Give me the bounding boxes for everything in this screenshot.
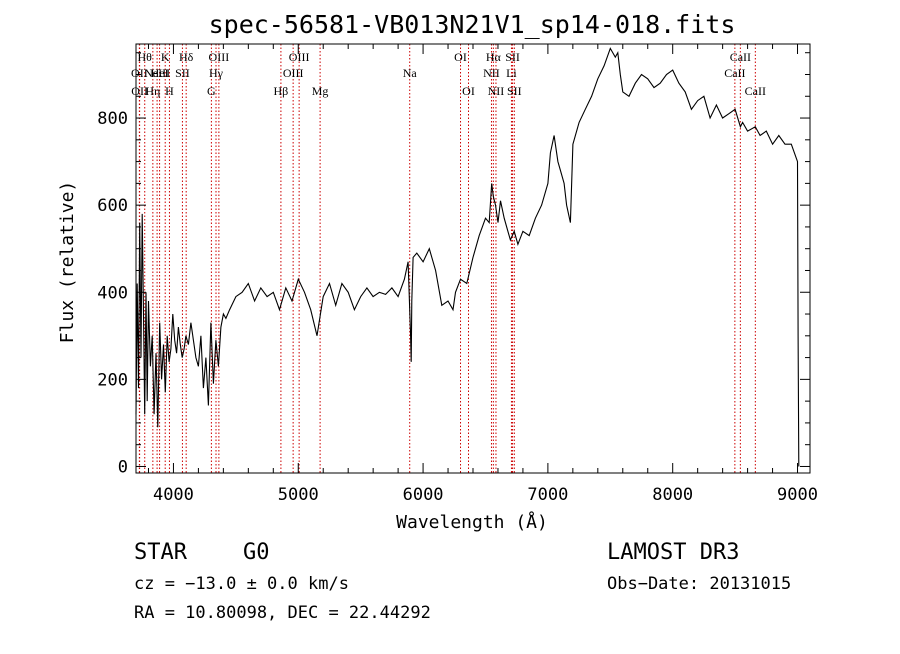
line-marker-label-0: OII — [131, 66, 148, 80]
spectrum-series-line — [135, 47, 800, 467]
observation-date: Obs−Date: 20131015 — [607, 574, 792, 594]
line-marker-label-21: Hα — [486, 50, 502, 64]
line-marker-label-20: NII — [483, 66, 500, 80]
line-marker-label-18: OI — [454, 50, 467, 64]
y-axis-label: Flux (relative) — [57, 181, 78, 344]
line-markers — [138, 44, 756, 473]
line-marker-label-27: CaII — [730, 50, 751, 64]
redshift-cz: cz = −13.0 ± 0.0 km/s — [134, 574, 349, 594]
line-marker-label-10: G — [207, 84, 216, 98]
line-marker-label-22: NII — [488, 84, 505, 98]
x-tick-label-4000: 4000 — [153, 485, 194, 505]
x-tick-label-6000: 6000 — [403, 485, 444, 505]
coordinates: RA = 10.80098, DEC = 22.44292 — [134, 603, 431, 623]
line-marker-label-15: OIII — [289, 50, 310, 64]
x-axis-label: Wavelength (Å) — [396, 511, 548, 533]
x-tick-label-9000: 9000 — [777, 485, 818, 505]
x-axis-ticks: 4000 5000 6000 7000 8000 9000 — [147, 44, 818, 505]
x-tick-label-8000: 8000 — [652, 485, 693, 505]
line-marker-label-25: SII — [507, 84, 522, 98]
y-axis-ticks: 0 200 400 600 800 — [97, 52, 810, 477]
line-marker-label-24: SII — [505, 50, 520, 64]
line-marker-label-6: K — [161, 50, 170, 64]
line-marker-label-13: Hβ — [274, 84, 289, 98]
line-marker-label-7: H — [165, 84, 174, 98]
y-tick-label-0: 0 — [118, 457, 128, 477]
line-marker-label-26: CaII — [724, 66, 745, 80]
line-marker-label-17: Na — [403, 66, 418, 80]
y-tick-label-400: 400 — [97, 283, 128, 303]
y-tick-label-200: 200 — [97, 370, 128, 390]
x-tick-label-7000: 7000 — [527, 485, 568, 505]
x-tick-label-5000: 5000 — [278, 485, 319, 505]
line-marker-label-9: Hδ — [179, 50, 194, 64]
line-marker-label-4: NeIII — [144, 66, 170, 80]
line-marker-label-2: Hθ — [138, 50, 153, 64]
line-marker-label-28: CaII — [745, 84, 766, 98]
line-marker-label-1: OII — [131, 84, 148, 98]
y-tick-label-600: 600 — [97, 196, 128, 216]
line-marker-label-23: Li — [506, 66, 517, 80]
line-marker-label-12: OIII — [209, 50, 230, 64]
line-marker-label-5: HeI — [151, 66, 169, 80]
survey-name: LAMOST DR3 — [607, 540, 740, 565]
line-marker-label-8: SII — [175, 66, 190, 80]
line-marker-label-11: Hγ — [209, 66, 224, 80]
y-tick-label-800: 800 — [97, 109, 128, 129]
line-marker-label-3: Hη — [145, 84, 160, 98]
object-subclass: G0 — [243, 540, 270, 565]
chart-title: spec-56581-VB013N21V1_sp14-018.fits — [209, 10, 736, 39]
line-marker-label-19: OI — [462, 84, 475, 98]
line-marker-labels: OIIOIIHθHηNeIIIHeIKHSIIHδGHγOIIIHβOIIIOI… — [131, 50, 766, 98]
line-marker-label-16: Mg — [312, 84, 329, 98]
line-marker-label-14: OIII — [283, 66, 304, 80]
object-class: STAR — [134, 540, 187, 565]
